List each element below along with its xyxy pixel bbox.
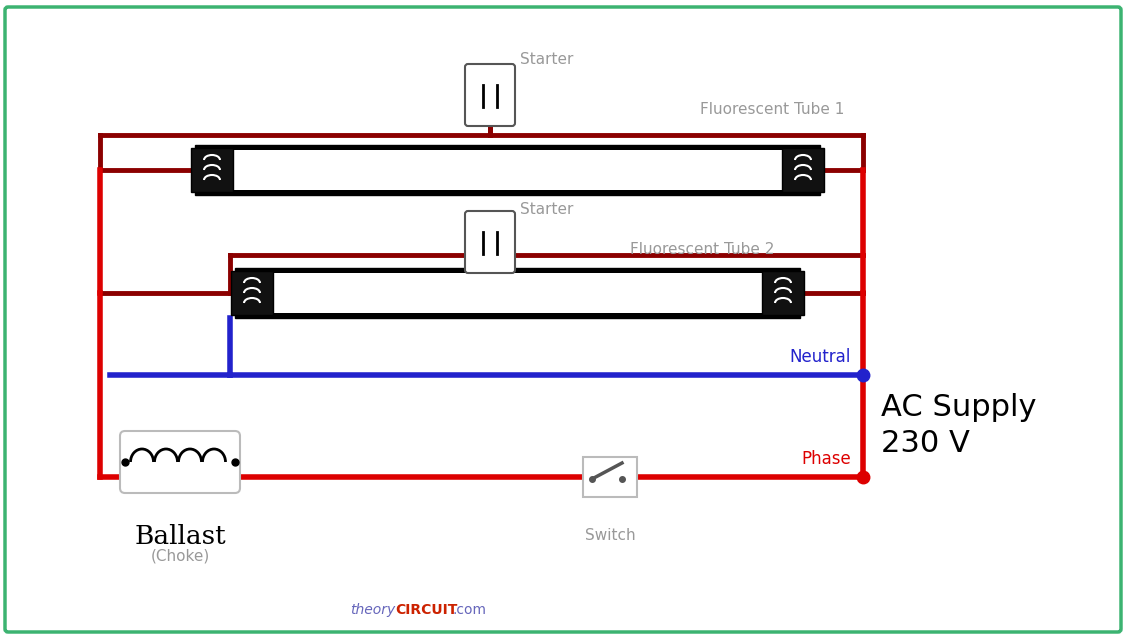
Text: CIRCUIT: CIRCUIT [394, 603, 458, 617]
Text: 230 V: 230 V [881, 429, 970, 459]
Bar [190, 148, 233, 192]
Text: Phase: Phase [801, 450, 851, 468]
Bar [231, 271, 273, 315]
Text: Switch: Switch [585, 527, 636, 543]
Text: .com: .com [452, 603, 486, 617]
Text: Starter: Starter [520, 52, 574, 68]
Text: Ballast: Ballast [134, 524, 225, 548]
Bar [195, 145, 820, 195]
Text: Fluorescent Tube 1: Fluorescent Tube 1 [700, 103, 844, 117]
Text: AC Supply: AC Supply [881, 394, 1037, 422]
Text: theory: theory [349, 603, 394, 617]
FancyBboxPatch shape [465, 211, 515, 273]
FancyBboxPatch shape [465, 64, 515, 126]
Text: Starter: Starter [520, 203, 574, 217]
FancyBboxPatch shape [119, 431, 240, 493]
Bar [782, 148, 824, 192]
Bar [236, 268, 800, 318]
Bar [583, 457, 637, 497]
Bar [233, 150, 782, 190]
Bar [762, 271, 804, 315]
Text: Fluorescent Tube 2: Fluorescent Tube 2 [630, 243, 774, 257]
Text: (Choke): (Choke) [150, 548, 210, 564]
Bar [273, 273, 762, 313]
Text: Neutral: Neutral [790, 348, 851, 366]
